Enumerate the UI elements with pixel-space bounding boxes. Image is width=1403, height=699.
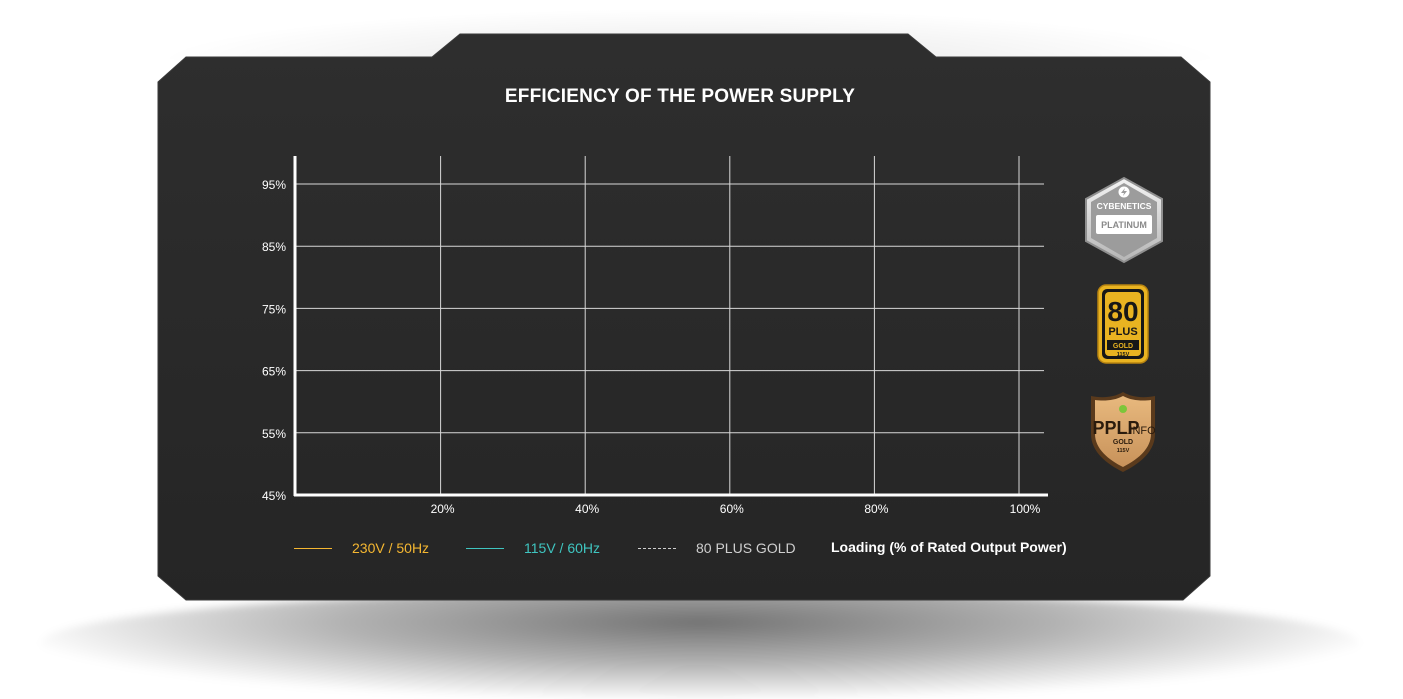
cybenetics-brand-text: CYBENETICS	[1097, 201, 1152, 211]
x-tick-label: 100%	[1010, 502, 1041, 516]
pplp-voltage-text: 115V	[1117, 448, 1130, 454]
y-tick-label: 75%	[262, 302, 286, 316]
x-axis-label: Loading (% of Rated Output Power)	[831, 539, 1067, 555]
y-tick-label: 85%	[262, 240, 286, 254]
y-tick-label: 55%	[262, 427, 286, 441]
x-tick-label: 20%	[431, 502, 455, 516]
pplp-tier-text: GOLD	[1113, 439, 1133, 446]
legend-swatch-80plus-gold	[638, 547, 676, 549]
y-tick-label: 45%	[262, 489, 286, 503]
legend-label-115v: 115V / 60Hz	[524, 540, 601, 556]
y-tick-label: 65%	[262, 365, 286, 379]
y-tick-label: 95%	[262, 178, 286, 192]
x-tick-label: 40%	[575, 502, 599, 516]
legend-swatch-115v	[466, 547, 504, 549]
legend-item-230v: 230V / 50Hz	[294, 539, 429, 557]
cybenetics-platinum-badge: CYBENETICS PLATINUM	[1083, 176, 1165, 269]
cybenetics-tier-text: PLATINUM	[1101, 220, 1147, 230]
pplp-gold-badge: PPLP .INFO GOLD 115V	[1089, 390, 1157, 479]
legend-swatch-230v	[294, 547, 332, 549]
x-tick-label: 80%	[864, 502, 888, 516]
legend-item-115v: 115V / 60Hz	[466, 539, 600, 557]
80plus-number: 80	[1107, 296, 1138, 327]
x-tick-label: 60%	[720, 502, 744, 516]
bottom-shadow	[40, 590, 1360, 698]
80plus-plus-text: PLUS	[1108, 326, 1137, 338]
legend-label-230v: 230V / 50Hz	[352, 540, 430, 556]
legend-label-80plus-gold: 80 PLUS GOLD	[696, 540, 796, 556]
legend-item-80plus-gold: 80 PLUS GOLD	[638, 539, 796, 557]
pplp-brand-text: PPLP	[1092, 418, 1139, 438]
80plus-voltage-text: 115V	[1117, 352, 1130, 358]
pplp-suffix-text: .INFO	[1126, 425, 1156, 437]
chart-title: EFFICIENCY OF THE POWER SUPPLY	[504, 86, 856, 107]
80plus-gold-badge: 80 PLUS GOLD 115V	[1097, 284, 1149, 369]
80plus-tier-text: GOLD	[1113, 343, 1133, 350]
